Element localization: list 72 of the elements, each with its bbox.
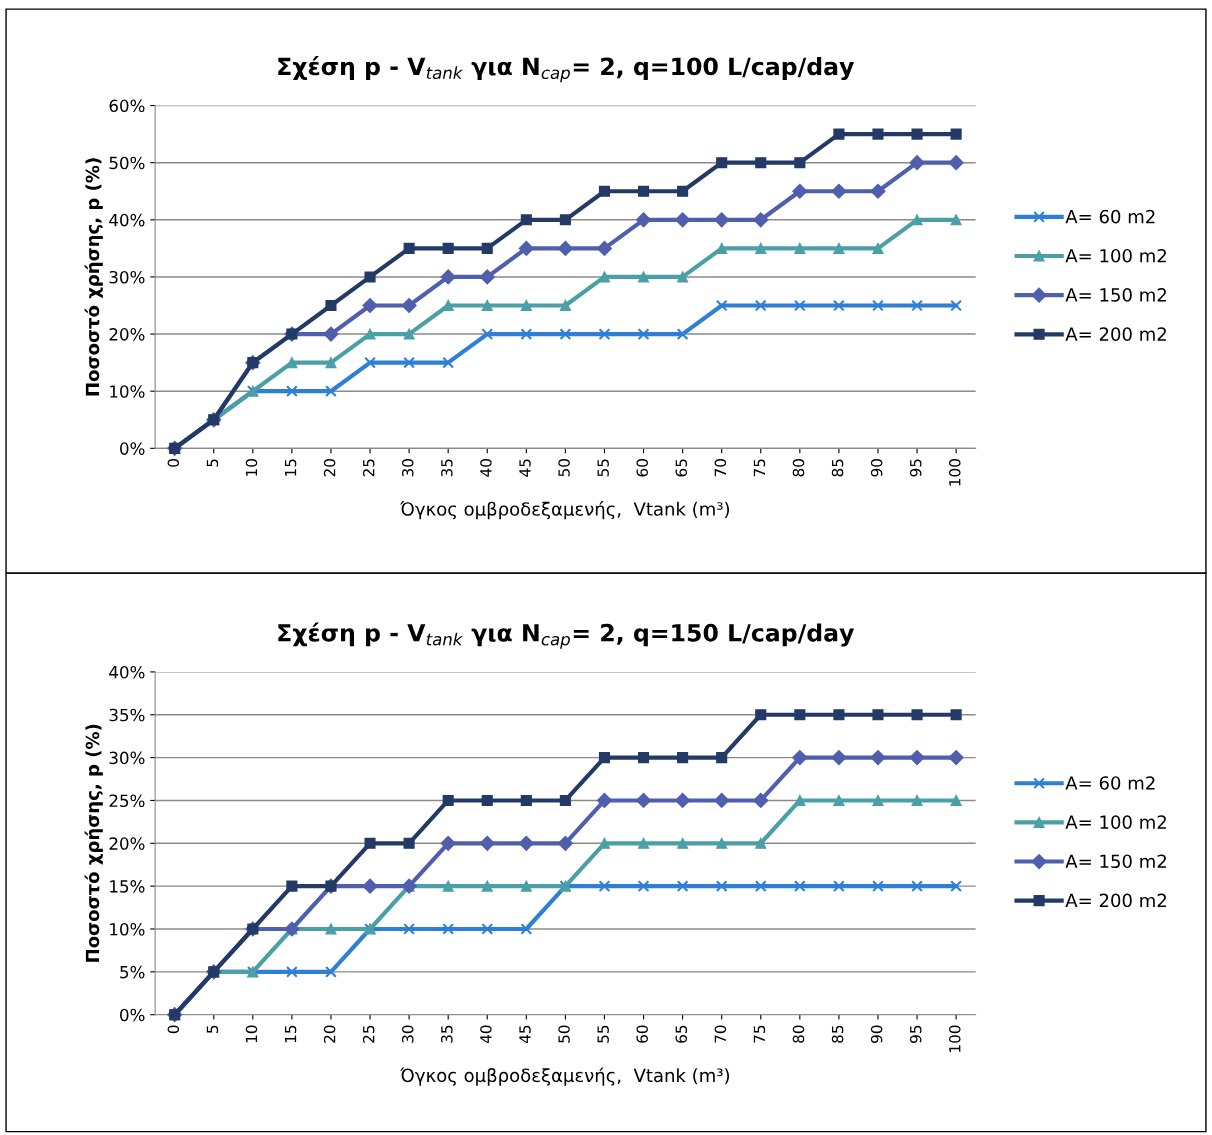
legend-label: A= 200 m2 bbox=[1065, 327, 1166, 341]
y-tick-label: 30% bbox=[109, 751, 145, 765]
chart-title: Σχέση p - V$_{tank}$ για N$_{cap}$= 2, q=100 L/cap/day bbox=[278, 56, 855, 83]
x-tick-label: 90 bbox=[870, 459, 883, 477]
x-tick-label: 95 bbox=[909, 1025, 922, 1043]
x-tick-label: 70 bbox=[714, 459, 727, 477]
legend-label: A= 100 m2 bbox=[1065, 815, 1166, 829]
x-tick-label: 45 bbox=[519, 1025, 531, 1044]
x-tick-label: 55 bbox=[597, 1025, 609, 1043]
y-tick-label: 25% bbox=[109, 794, 145, 808]
y-tick-label: 15% bbox=[110, 880, 145, 893]
x-tick-label: 30 bbox=[401, 1025, 414, 1043]
x-tick-label: 40 bbox=[480, 459, 492, 477]
y-axis-title: Ποσοστό χρήσης, p (%) bbox=[84, 724, 103, 962]
y-tick-label: 0% bbox=[120, 1008, 145, 1022]
x-tick-label: 80 bbox=[792, 1025, 805, 1043]
x-tick-label: 85 bbox=[831, 459, 844, 477]
x-tick-label: 20 bbox=[323, 1025, 336, 1043]
x-tick-label: 35 bbox=[441, 1025, 453, 1043]
legend-label: A= 60 m2 bbox=[1065, 209, 1155, 224]
x-tick-label: 95 bbox=[909, 459, 922, 477]
x-tick-label: 0 bbox=[167, 459, 180, 467]
x-tick-label: 60 bbox=[636, 459, 648, 477]
x-tick-label: 40 bbox=[480, 1025, 492, 1044]
x-tick-label: 65 bbox=[675, 1025, 688, 1043]
x-tick-label: 70 bbox=[714, 1025, 727, 1043]
y-tick-label: 20% bbox=[109, 837, 145, 850]
x-tick-label: 20 bbox=[323, 459, 336, 477]
y-tick-label: 30% bbox=[109, 270, 145, 284]
x-tick-label: 50 bbox=[558, 1025, 570, 1043]
y-tick-label: 0% bbox=[120, 442, 145, 455]
x-tick-label: 85 bbox=[831, 1025, 844, 1043]
x-tick-label: 35 bbox=[441, 459, 453, 477]
y-tick-label: 10% bbox=[110, 385, 145, 398]
x-tick-label: 90 bbox=[870, 1025, 883, 1043]
y-tick-label: 5% bbox=[120, 965, 145, 979]
legend-label: A= 100 m2 bbox=[1065, 248, 1166, 263]
x-tick-label: 55 bbox=[597, 459, 609, 477]
legend-label: A= 150 m2 bbox=[1065, 854, 1166, 869]
x-tick-label: 75 bbox=[753, 1025, 766, 1043]
x-tick-label: 75 bbox=[753, 459, 766, 477]
y-tick-label: 50% bbox=[109, 156, 145, 170]
x-tick-label: 100 bbox=[949, 1025, 961, 1052]
x-tick-label: 10 bbox=[245, 459, 258, 476]
x-tick-label: 80 bbox=[792, 459, 805, 477]
y-tick-label: 35% bbox=[109, 708, 145, 722]
y-tick-label: 20% bbox=[109, 328, 145, 341]
legend-label: A= 60 m2 bbox=[1065, 776, 1155, 790]
y-axis-title: Ποσοστό χρήσης, p (%) bbox=[84, 158, 103, 396]
x-tick-label: 50 bbox=[558, 459, 570, 477]
x-tick-label: 10 bbox=[245, 1025, 258, 1043]
legend-label: A= 200 m2 bbox=[1065, 893, 1166, 908]
y-tick-label: 60% bbox=[109, 99, 145, 113]
x-tick-label: 25 bbox=[362, 1025, 375, 1043]
x-tick-label: 15 bbox=[284, 459, 297, 476]
x-tick-label: 45 bbox=[519, 459, 531, 477]
x-tick-label: 15 bbox=[284, 1025, 297, 1043]
x-tick-label: 30 bbox=[401, 459, 414, 477]
x-tick-label: 60 bbox=[636, 1025, 648, 1043]
chart-title: Σχέση p - V$_{tank}$ για N$_{cap}$= 2, q=150 L/cap/day bbox=[278, 622, 855, 649]
x-tick-label: 0 bbox=[167, 1025, 180, 1034]
legend-label: A= 150 m2 bbox=[1065, 288, 1166, 302]
x-tick-label: 65 bbox=[675, 459, 688, 477]
y-tick-label: 40% bbox=[109, 665, 145, 679]
x-tick-label: 25 bbox=[362, 459, 375, 477]
y-tick-label: 10% bbox=[110, 922, 145, 936]
x-axis-title: Όγκος ομβροδεξαμενής, Vtank (m³) bbox=[400, 501, 730, 520]
x-tick-label: 100 bbox=[949, 459, 961, 486]
x-tick-label: 5 bbox=[206, 459, 219, 467]
x-axis-title: Όγκος ομβροδεξαμενής, Vtank (m³) bbox=[400, 1067, 730, 1086]
x-tick-label: 5 bbox=[206, 1025, 219, 1033]
y-tick-label: 40% bbox=[109, 213, 145, 227]
